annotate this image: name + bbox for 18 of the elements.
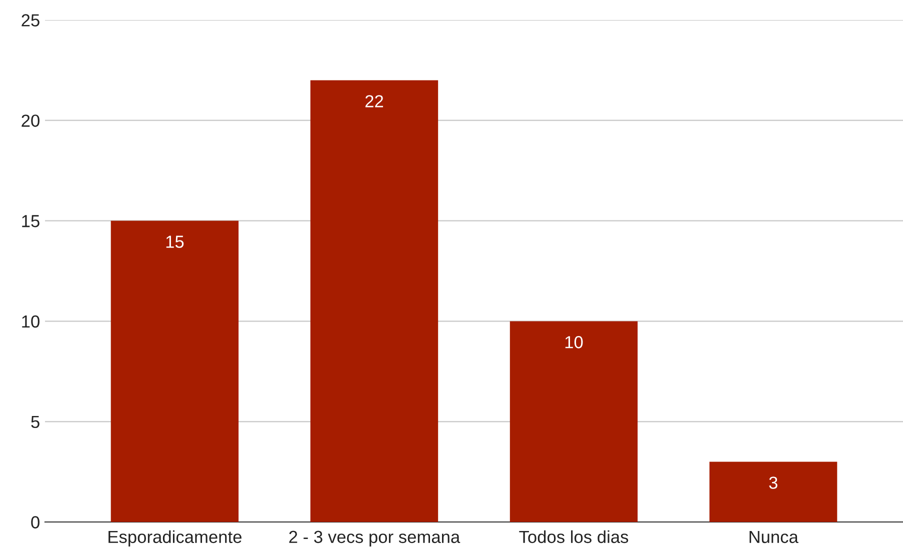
bar (709, 462, 838, 522)
y-tick-label: 5 (31, 416, 40, 428)
y-tick-label: 20 (22, 114, 40, 127)
data-label: 3 (769, 476, 778, 489)
data-label: 10 (565, 336, 583, 348)
y-tick-label: 15 (22, 215, 40, 228)
x-tick-label: Nunca (750, 530, 798, 544)
data-label: 22 (365, 95, 384, 108)
y-tick-label: 25 (22, 14, 40, 26)
x-tick-label: Todos los dias (519, 530, 628, 544)
bar (310, 80, 438, 522)
y-tick-label: 10 (22, 315, 40, 328)
data-label: 15 (166, 236, 184, 248)
bar (110, 220, 239, 522)
bar (510, 321, 638, 522)
x-tick-label: Esporadicamente (108, 530, 242, 547)
y-tick-label: 0 (31, 516, 40, 528)
x-tick-label: 2 - 3 vecs por semana (289, 530, 460, 547)
